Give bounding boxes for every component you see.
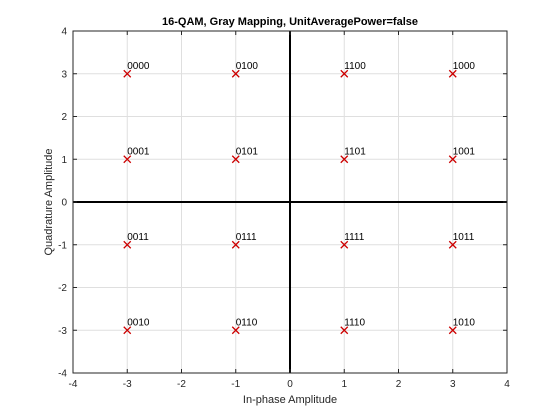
constellation-point: 0011	[123, 232, 149, 249]
point-label: 1110	[344, 317, 365, 328]
y-tick-labels: -4 -3 -2 -1 0 1 2 3 4	[58, 27, 67, 380]
x-marker	[448, 240, 457, 249]
point-label: 1111	[344, 232, 364, 243]
y-tick-label: 2	[61, 112, 67, 123]
y-tick-label: -3	[58, 326, 67, 337]
y-axis-label: Quadrature Amplitude	[43, 148, 55, 255]
point-label: 0001	[127, 146, 150, 157]
x-marker	[340, 69, 349, 78]
x-tick-label: -2	[177, 379, 186, 390]
y-tick-label: 0	[61, 198, 67, 209]
x-tick-label: 4	[504, 379, 510, 390]
point-label: 0100	[236, 61, 259, 72]
x-marker	[448, 69, 457, 78]
zero-axes	[73, 31, 507, 373]
point-label: 1001	[453, 146, 476, 157]
point-label: 1010	[453, 317, 476, 328]
constellation-point: 0001	[123, 146, 150, 164]
constellation-point: 1001	[448, 146, 476, 164]
constellation-point: 1000	[448, 61, 476, 78]
point-label: 0101	[236, 146, 259, 157]
point-label: 0011	[127, 232, 149, 243]
constellation-point: 0101	[231, 146, 259, 164]
y-tick-label: -1	[58, 240, 67, 251]
constellation-point: 1111	[340, 232, 365, 249]
x-marker	[123, 326, 132, 335]
x-marker	[448, 155, 457, 164]
x-tick-label: 3	[450, 379, 456, 390]
x-marker	[231, 69, 240, 78]
constellation-point: 1101	[340, 146, 366, 164]
y-tick-label: 1	[61, 155, 67, 166]
x-marker	[340, 326, 349, 335]
constellation-point: 0100	[231, 61, 259, 78]
point-label: 0111	[236, 232, 257, 243]
tick-marks	[72, 30, 508, 374]
x-marker	[340, 155, 349, 164]
y-tick-label: 4	[61, 27, 67, 38]
point-label: 1000	[453, 61, 476, 72]
constellation-point: 0111	[231, 232, 257, 249]
constellation-point: 1100	[340, 61, 366, 78]
x-tick-label: -4	[69, 379, 78, 390]
x-marker	[231, 155, 240, 164]
x-marker	[123, 155, 132, 164]
y-tick-label: -4	[58, 369, 67, 380]
point-label: 1100	[344, 61, 366, 72]
x-marker	[123, 240, 132, 249]
point-label: 1101	[344, 146, 366, 157]
y-tick-label: -2	[58, 283, 67, 294]
point-label: 0010	[127, 317, 150, 328]
point-label: 0000	[127, 61, 150, 72]
x-tick-labels: -4 -3 -2 -1 0 1 2 3 4	[69, 379, 511, 390]
x-tick-label: 2	[396, 379, 402, 390]
chart-title: 16-QAM, Gray Mapping, UnitAveragePower=f…	[162, 16, 418, 28]
constellation-point: 1010	[448, 317, 476, 335]
x-marker	[448, 326, 457, 335]
x-tick-label: 0	[287, 379, 293, 390]
x-marker	[231, 326, 240, 335]
point-label: 0110	[236, 317, 258, 328]
x-tick-label: -1	[231, 379, 240, 390]
constellation-point: 1011	[448, 232, 475, 249]
point-label: 1011	[453, 232, 475, 243]
x-marker	[123, 69, 132, 78]
constellation-point: 1110	[340, 317, 365, 335]
x-tick-label: -3	[123, 379, 132, 390]
constellation-point: 0010	[123, 317, 150, 335]
x-marker	[231, 240, 240, 249]
y-tick-label: 3	[61, 69, 67, 80]
x-tick-label: 1	[341, 379, 347, 390]
constellation-point: 0000	[123, 61, 150, 78]
x-axis-label: In-phase Amplitude	[243, 394, 337, 406]
constellation-point: 0110	[231, 317, 258, 335]
data-points: 0000 0100 1100 1000 0001 0101 1101 1001 0011 0111…	[123, 61, 476, 335]
x-marker	[340, 240, 349, 249]
